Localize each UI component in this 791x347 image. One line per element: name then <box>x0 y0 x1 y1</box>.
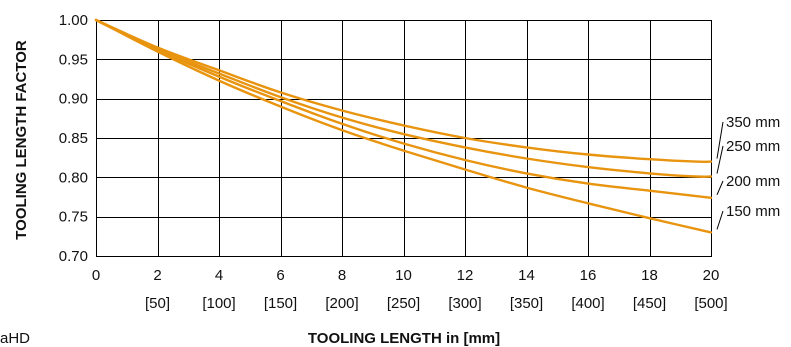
x-tick-sublabel: [100] <box>202 295 235 312</box>
x-tick-sublabel: [250] <box>387 295 420 312</box>
x-tick-sublabel: [50] <box>145 295 170 312</box>
x-tick-sublabel: [300] <box>448 295 481 312</box>
series-label: 200 mm <box>726 173 780 190</box>
y-tick-labels: 1.00 0.95 0.90 0.85 0.80 0.75 0.70 <box>59 12 88 265</box>
x-tick-sublabel: [400] <box>571 295 604 312</box>
series-lines <box>94 18 713 234</box>
y-tick-label: 0.80 <box>59 169 88 186</box>
x-tick-labels: 0 2 [50] 4 [100] 6 [150] 8 [200] 10 [250] 12 [300] 14… <box>92 267 728 312</box>
corner-fragment-text: aHD <box>0 330 31 347</box>
series-line <box>94 18 713 199</box>
x-tick-label: 20 <box>703 267 720 284</box>
series-label-leaders <box>716 121 724 230</box>
series-labels: 350 mm 250 mm 200 mm 150 mm <box>726 114 780 220</box>
grid <box>96 20 712 257</box>
x-tick-label: 16 <box>580 267 597 284</box>
x-tick-sublabel: [200] <box>325 295 358 312</box>
x-tick-label: 12 <box>457 267 474 284</box>
series-label: 150 mm <box>726 203 780 220</box>
y-tick-label: 0.75 <box>59 209 88 226</box>
y-tick-label: 0.70 <box>59 248 88 265</box>
y-axis-title: TOOLING LENGTH FACTOR <box>13 40 30 240</box>
x-tick-label: 8 <box>338 267 346 284</box>
plot-frame <box>96 20 712 257</box>
x-axis-title: TOOLING LENGTH in [mm] <box>308 330 500 347</box>
series-line <box>94 18 713 163</box>
series-leader-line <box>716 121 724 159</box>
x-tick-label: 0 <box>92 267 100 284</box>
x-tick-label: 18 <box>641 267 658 284</box>
x-tick-sublabel: [450] <box>633 295 666 312</box>
x-tick-sublabel: [350] <box>510 295 543 312</box>
series-label: 350 mm <box>726 114 780 131</box>
y-tick-label: 0.95 <box>59 51 88 68</box>
series-leader-line <box>716 180 724 195</box>
x-tick-label: 4 <box>215 267 223 284</box>
series-label: 250 mm <box>726 138 780 155</box>
y-tick-label: 0.85 <box>59 130 88 147</box>
series-line <box>94 18 713 234</box>
x-tick-label: 2 <box>153 267 161 284</box>
series-leader-line <box>716 210 724 230</box>
x-tick-sublabel: [150] <box>264 295 297 312</box>
x-tick-label: 6 <box>276 267 284 284</box>
x-tick-sublabel: [500] <box>694 295 727 312</box>
series-leader-line <box>716 145 724 174</box>
series-line <box>94 18 713 178</box>
x-tick-label: 10 <box>395 267 412 284</box>
y-tick-label: 1.00 <box>59 12 88 29</box>
y-tick-label: 0.90 <box>59 91 88 108</box>
x-tick-label: 14 <box>518 267 535 284</box>
